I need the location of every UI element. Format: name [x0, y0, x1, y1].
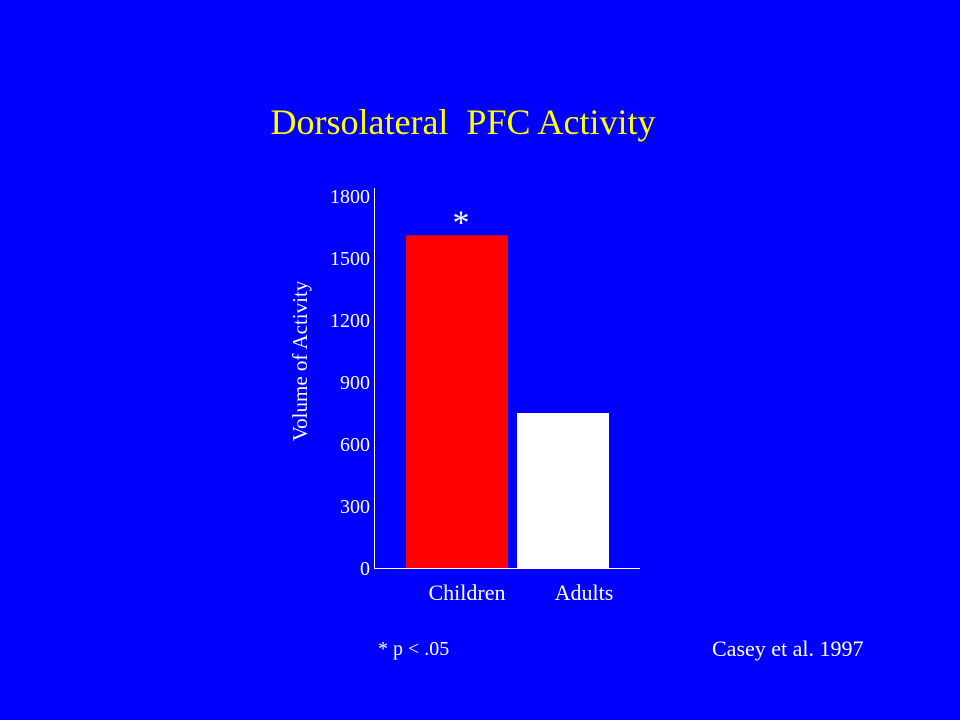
significance-footnote: * p < .05 [378, 638, 450, 660]
bar-annotations: * [453, 204, 470, 241]
bar-adults [517, 413, 609, 568]
bar-children [406, 235, 508, 568]
y-tick-label: 900 [340, 372, 370, 394]
bars [406, 235, 609, 568]
y-tick-label: 1800 [330, 186, 370, 208]
x-tick-label-adults: Adults [555, 580, 614, 605]
y-tick-label: 300 [340, 496, 370, 518]
y-tick-label: 0 [360, 558, 370, 580]
y-tick-label: 1200 [330, 310, 370, 332]
slide-title: Dorsolateral PFC Activity [270, 102, 656, 142]
x-tick-label-children: Children [429, 580, 506, 605]
y-tick-label: 1500 [330, 248, 370, 270]
significance-asterisk: * [453, 204, 470, 241]
citation: Casey et al. 1997 [712, 636, 864, 661]
y-axis-label: Volume of Activity [288, 280, 312, 441]
y-tick-labels: 0 300 600 900 1200 1500 1800 [330, 186, 370, 580]
x-tick-labels: Children Adults [429, 580, 614, 605]
y-tick-label: 600 [340, 434, 370, 456]
